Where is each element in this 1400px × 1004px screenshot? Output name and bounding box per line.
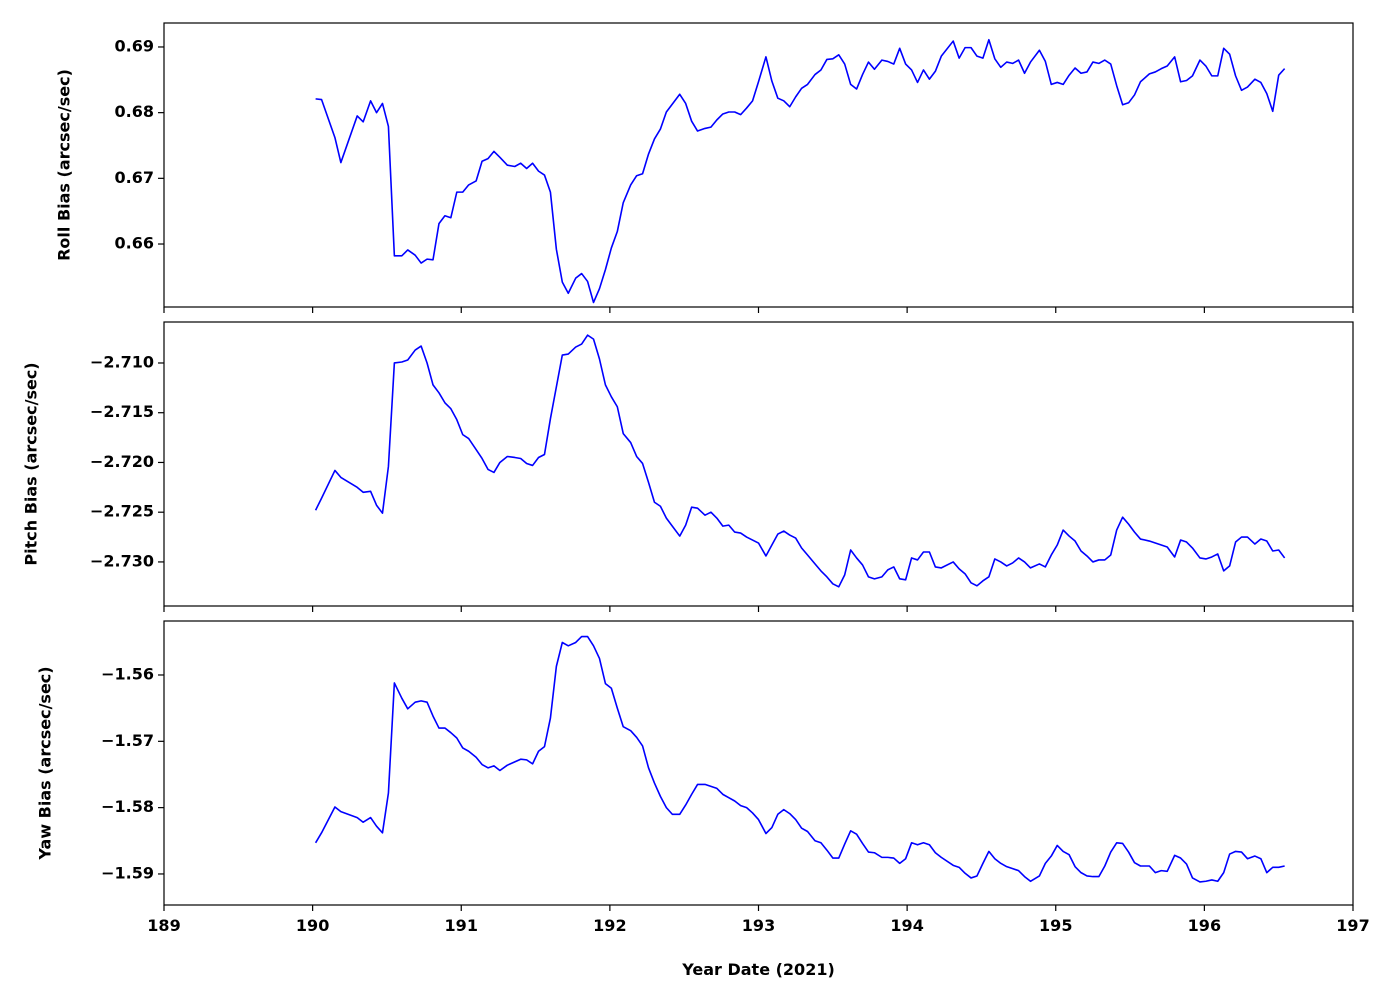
y-tick-label: 0.69: [115, 36, 154, 55]
y-tick-label: −2.720: [90, 452, 154, 471]
x-tick-label: 196: [1188, 916, 1221, 935]
x-tick-label: 193: [742, 916, 775, 935]
x-tick-label: 190: [296, 916, 329, 935]
y-tick-label: 0.67: [115, 168, 154, 187]
y-axis-label: Pitch Bias (arcsec/sec): [22, 362, 41, 565]
data-line: [314, 334, 1286, 588]
y-axis-label: Yaw Bias (arcsec/sec): [36, 666, 55, 860]
x-axis-label: Year Date (2021): [681, 960, 835, 979]
axes-frame: [163, 620, 1354, 906]
y-tick-label: −1.56: [101, 664, 154, 683]
y-tick-label: 0.66: [115, 234, 154, 253]
x-tick-label: 191: [445, 916, 478, 935]
plot-area: [315, 38, 1286, 304]
y-tick-label: −1.59: [101, 863, 154, 882]
data-line: [314, 635, 1285, 883]
data-line: [315, 38, 1286, 304]
x-tick-label: 192: [593, 916, 626, 935]
x-tick-label: 189: [147, 916, 180, 935]
y-tick-label: 0.68: [115, 102, 154, 121]
y-tick-label: −1.57: [101, 731, 154, 750]
plot-area: [314, 334, 1286, 588]
plot-area: [314, 635, 1285, 883]
y-tick-label: −2.715: [90, 402, 154, 421]
y-tick-label: −2.725: [90, 502, 154, 521]
y-tick-label: −2.730: [90, 551, 154, 570]
x-tick-label: 195: [1039, 916, 1072, 935]
axes-frame: [163, 22, 1354, 308]
y-tick-label: −1.58: [101, 797, 154, 816]
x-tick-label: 197: [1336, 916, 1369, 935]
y-tick-label: −2.710: [90, 352, 154, 371]
x-tick-label: 194: [890, 916, 923, 935]
y-axis-label: Roll Bias (arcsec/sec): [55, 69, 74, 261]
axes-frame: [163, 321, 1354, 607]
